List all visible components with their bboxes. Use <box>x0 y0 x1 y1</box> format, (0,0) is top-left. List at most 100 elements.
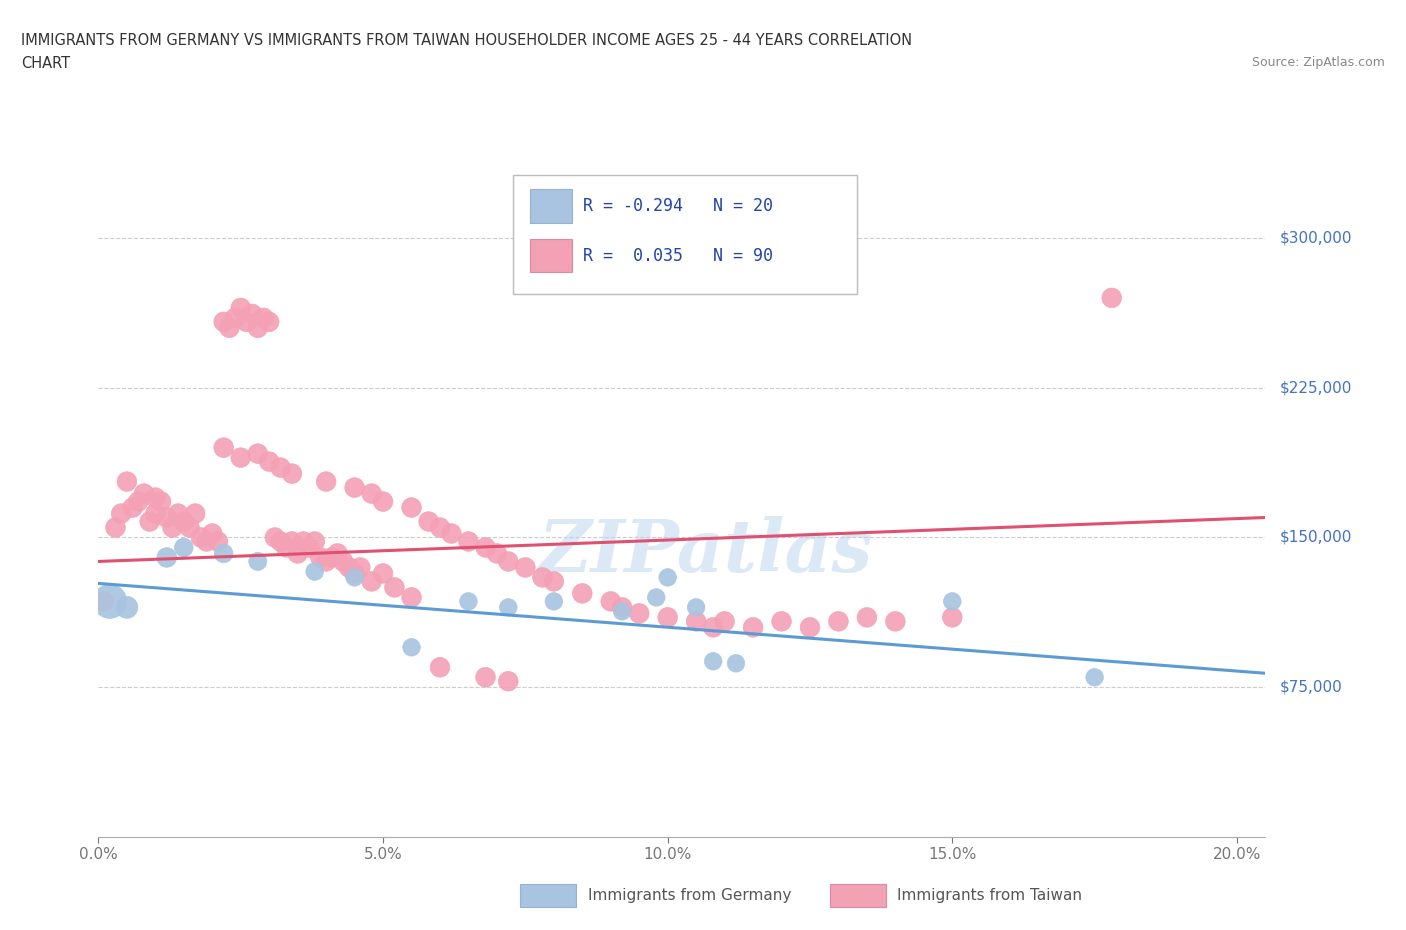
Point <box>474 540 496 555</box>
Point <box>685 614 707 629</box>
Point <box>143 490 166 505</box>
Text: $225,000: $225,000 <box>1279 380 1351 395</box>
Point <box>360 574 382 589</box>
Point <box>371 494 394 509</box>
Point <box>343 480 366 495</box>
Point <box>371 566 394 581</box>
Point <box>571 586 593 601</box>
Point <box>240 306 263 321</box>
Point <box>360 486 382 501</box>
Point <box>498 554 520 569</box>
Point <box>315 554 337 569</box>
Point <box>702 654 724 669</box>
Point <box>884 614 907 629</box>
Point <box>498 674 520 689</box>
Point <box>401 590 423 604</box>
Point <box>321 550 343 565</box>
Point <box>515 560 537 575</box>
Point <box>156 550 179 565</box>
Point <box>724 656 747 671</box>
Point <box>702 620 724 635</box>
Point <box>827 614 849 629</box>
Point <box>110 506 132 521</box>
Point <box>270 534 292 549</box>
Point <box>143 506 166 521</box>
Point <box>429 660 451 675</box>
Point <box>326 546 349 561</box>
Point <box>941 594 963 609</box>
Point <box>543 594 565 609</box>
Point <box>212 440 235 455</box>
Text: Immigrants from Germany: Immigrants from Germany <box>588 887 792 903</box>
Point <box>212 314 235 329</box>
Point <box>309 550 332 565</box>
Point <box>138 514 160 529</box>
Point <box>401 500 423 515</box>
Point <box>531 570 554 585</box>
Point <box>184 506 207 521</box>
Point <box>127 494 149 509</box>
Point <box>474 670 496 684</box>
Point <box>298 540 321 555</box>
Text: $75,000: $75,000 <box>1279 680 1343 695</box>
Point <box>440 526 463 541</box>
Point <box>429 520 451 535</box>
Point <box>292 534 315 549</box>
Point <box>337 560 360 575</box>
Point <box>121 500 143 515</box>
Point <box>713 614 735 629</box>
Point <box>270 460 292 475</box>
Text: R = -0.294   N = 20: R = -0.294 N = 20 <box>583 197 773 215</box>
Point <box>195 534 218 549</box>
Point <box>224 311 246 325</box>
Point <box>685 600 707 615</box>
Point <box>252 311 274 325</box>
Text: Immigrants from Taiwan: Immigrants from Taiwan <box>897 887 1083 903</box>
Point <box>770 614 793 629</box>
Point <box>543 574 565 589</box>
Point <box>218 320 240 336</box>
Point <box>229 300 252 315</box>
Point <box>246 320 269 336</box>
Point <box>1101 290 1123 305</box>
Point <box>132 486 155 501</box>
Point <box>276 540 298 555</box>
Text: Source: ZipAtlas.com: Source: ZipAtlas.com <box>1251 56 1385 69</box>
Text: IMMIGRANTS FROM GERMANY VS IMMIGRANTS FROM TAIWAN HOUSEHOLDER INCOME AGES 25 - 4: IMMIGRANTS FROM GERMANY VS IMMIGRANTS FR… <box>21 33 912 47</box>
Point <box>150 494 173 509</box>
Point <box>257 314 280 329</box>
Point <box>401 640 423 655</box>
Point <box>167 506 190 521</box>
Point <box>229 450 252 465</box>
Text: ZIPatlas: ZIPatlas <box>538 516 872 588</box>
Point <box>156 510 179 525</box>
Point <box>173 540 195 555</box>
Point <box>599 594 621 609</box>
Point <box>246 446 269 461</box>
Point <box>257 454 280 469</box>
Text: $300,000: $300,000 <box>1279 231 1353 246</box>
Point <box>610 604 633 618</box>
Point <box>162 520 184 535</box>
Point <box>799 620 821 635</box>
Point <box>93 594 115 609</box>
Point <box>418 514 440 529</box>
Point <box>207 534 229 549</box>
Point <box>384 580 406 595</box>
Point <box>657 570 679 585</box>
Point <box>98 594 121 609</box>
Point <box>281 534 304 549</box>
Point <box>190 530 212 545</box>
Text: CHART: CHART <box>21 56 70 71</box>
Point <box>179 520 201 535</box>
Point <box>287 546 309 561</box>
Point <box>264 530 287 545</box>
Point <box>304 564 326 578</box>
Point <box>281 466 304 481</box>
Point <box>645 590 668 604</box>
Point <box>343 570 366 585</box>
Point <box>212 546 235 561</box>
Point <box>457 534 479 549</box>
Point <box>173 514 195 529</box>
Point <box>332 554 354 569</box>
